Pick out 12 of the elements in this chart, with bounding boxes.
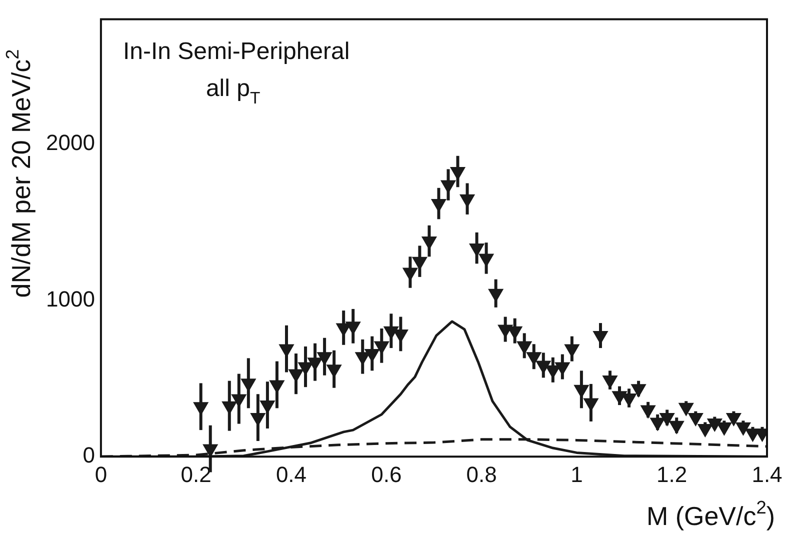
x-tick-label: 0.6 <box>371 462 402 487</box>
annotation: In-In Semi-Peripheral <box>122 38 350 66</box>
x-tick-label: 0.4 <box>276 462 307 487</box>
y-tick-label: 0 <box>82 442 95 468</box>
x-tick-label: 1 <box>570 462 583 487</box>
x-tick-label: 1.4 <box>752 462 782 487</box>
x-tick-label: 0.2 <box>180 462 212 487</box>
y-tick-label: 2000 <box>46 130 95 156</box>
x-tick-label: 1.2 <box>656 462 688 487</box>
x-tick-label: 0.8 <box>466 462 497 487</box>
y-tick-label: 1000 <box>46 286 95 312</box>
y-axis-title: dN/dM per 20 MeV/c2 <box>2 49 36 298</box>
